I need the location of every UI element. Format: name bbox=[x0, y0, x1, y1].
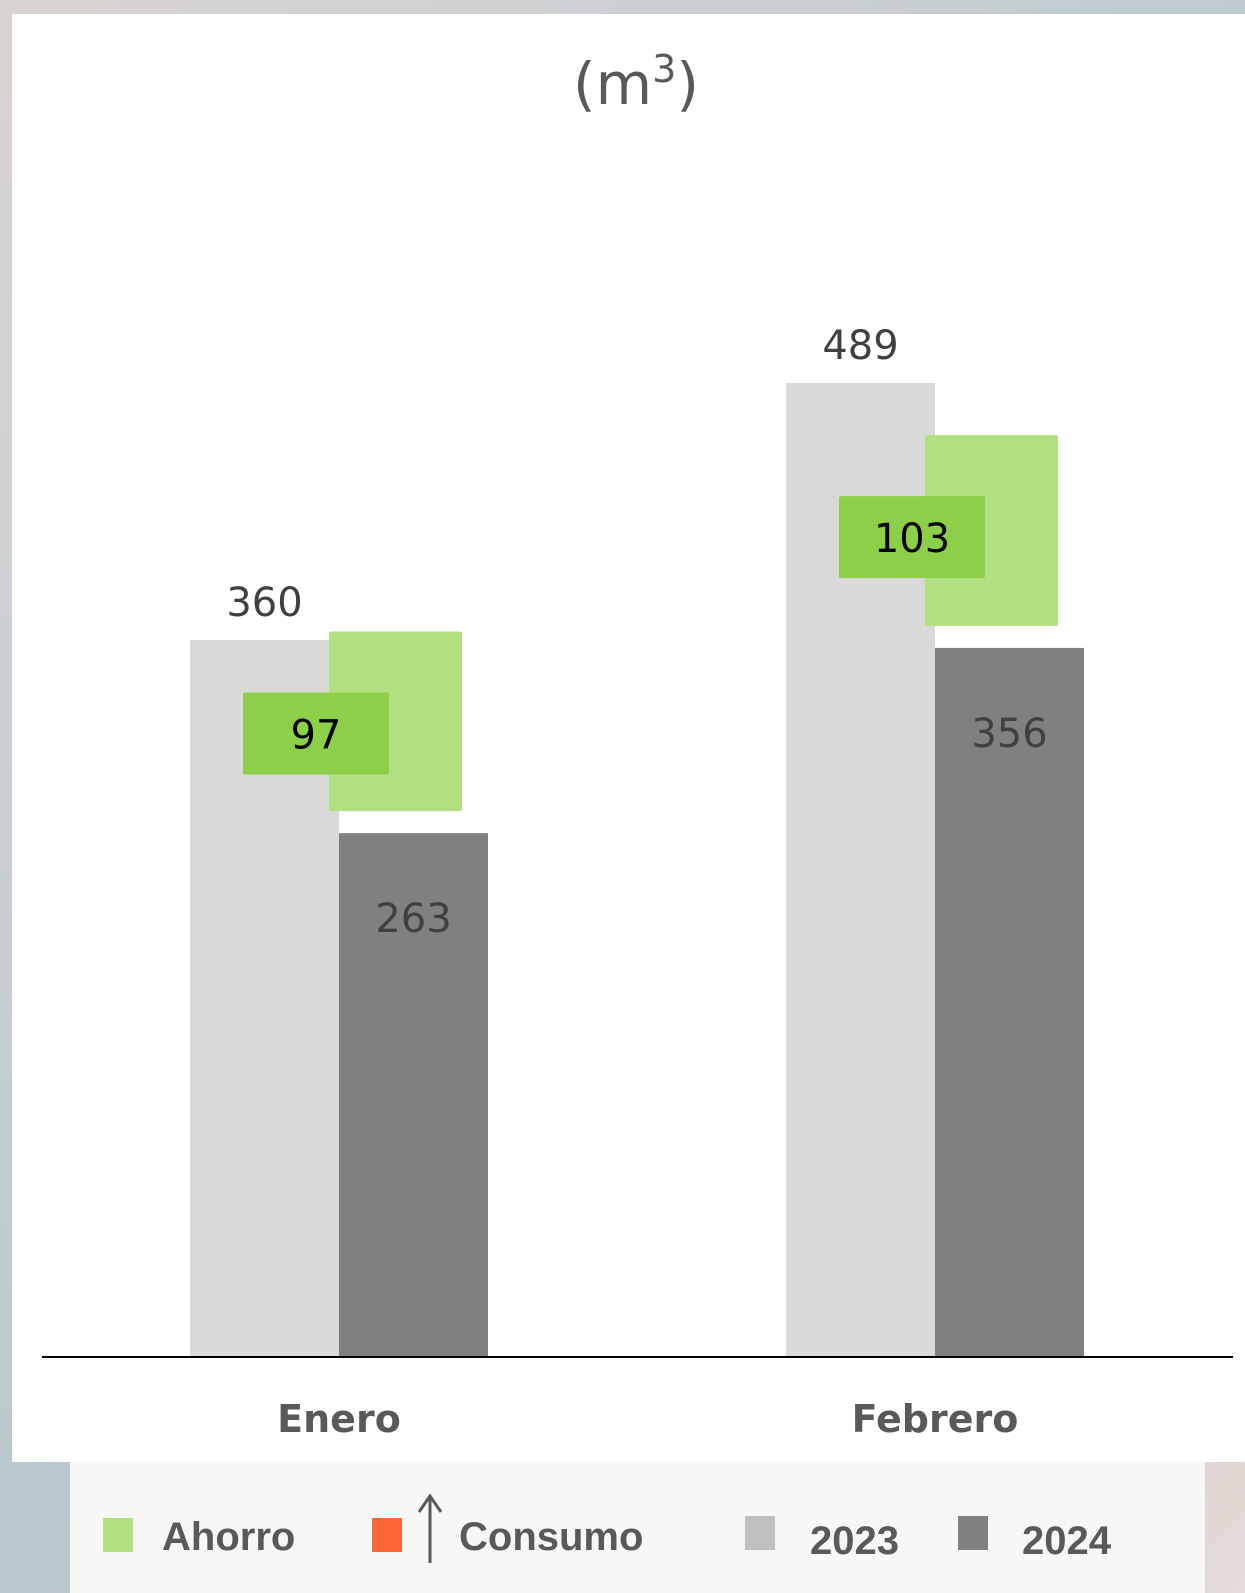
value-label-2023: 489 bbox=[822, 323, 898, 369]
legend-label-2023: 2023 bbox=[810, 1519, 899, 1563]
ahorro-value-label: 103 bbox=[874, 516, 950, 562]
category-label-febrero: Febrero bbox=[852, 1397, 1019, 1441]
value-label-2023: 360 bbox=[226, 580, 302, 626]
legend-swatch-ahorro bbox=[103, 1518, 133, 1552]
legend-swatch-2023 bbox=[745, 1516, 775, 1550]
legend-panel bbox=[70, 1462, 1205, 1593]
legend-label-consumo: Consumo bbox=[459, 1515, 643, 1559]
ahorro-label-box-enero bbox=[243, 692, 389, 775]
legend-swatch-2024 bbox=[958, 1516, 988, 1550]
value-label-2024: 263 bbox=[375, 896, 451, 942]
legend-swatch-consumo bbox=[372, 1518, 402, 1552]
ahorro-label-box-febrero bbox=[839, 496, 985, 579]
ahorro-box-febrero bbox=[925, 435, 1058, 626]
category-label-enero: Enero bbox=[277, 1397, 401, 1441]
bar-2024-febrero bbox=[935, 647, 1084, 1357]
chart-title: (m3) bbox=[573, 47, 699, 118]
legend-label-2024: 2024 bbox=[1022, 1519, 1112, 1563]
value-label-2024: 356 bbox=[971, 711, 1047, 757]
up-arrow-icon bbox=[417, 1493, 443, 1563]
bar-2024-enero bbox=[339, 833, 488, 1357]
ahorro-value-label: 97 bbox=[291, 712, 342, 758]
legend-label-ahorro: Ahorro bbox=[162, 1515, 295, 1559]
